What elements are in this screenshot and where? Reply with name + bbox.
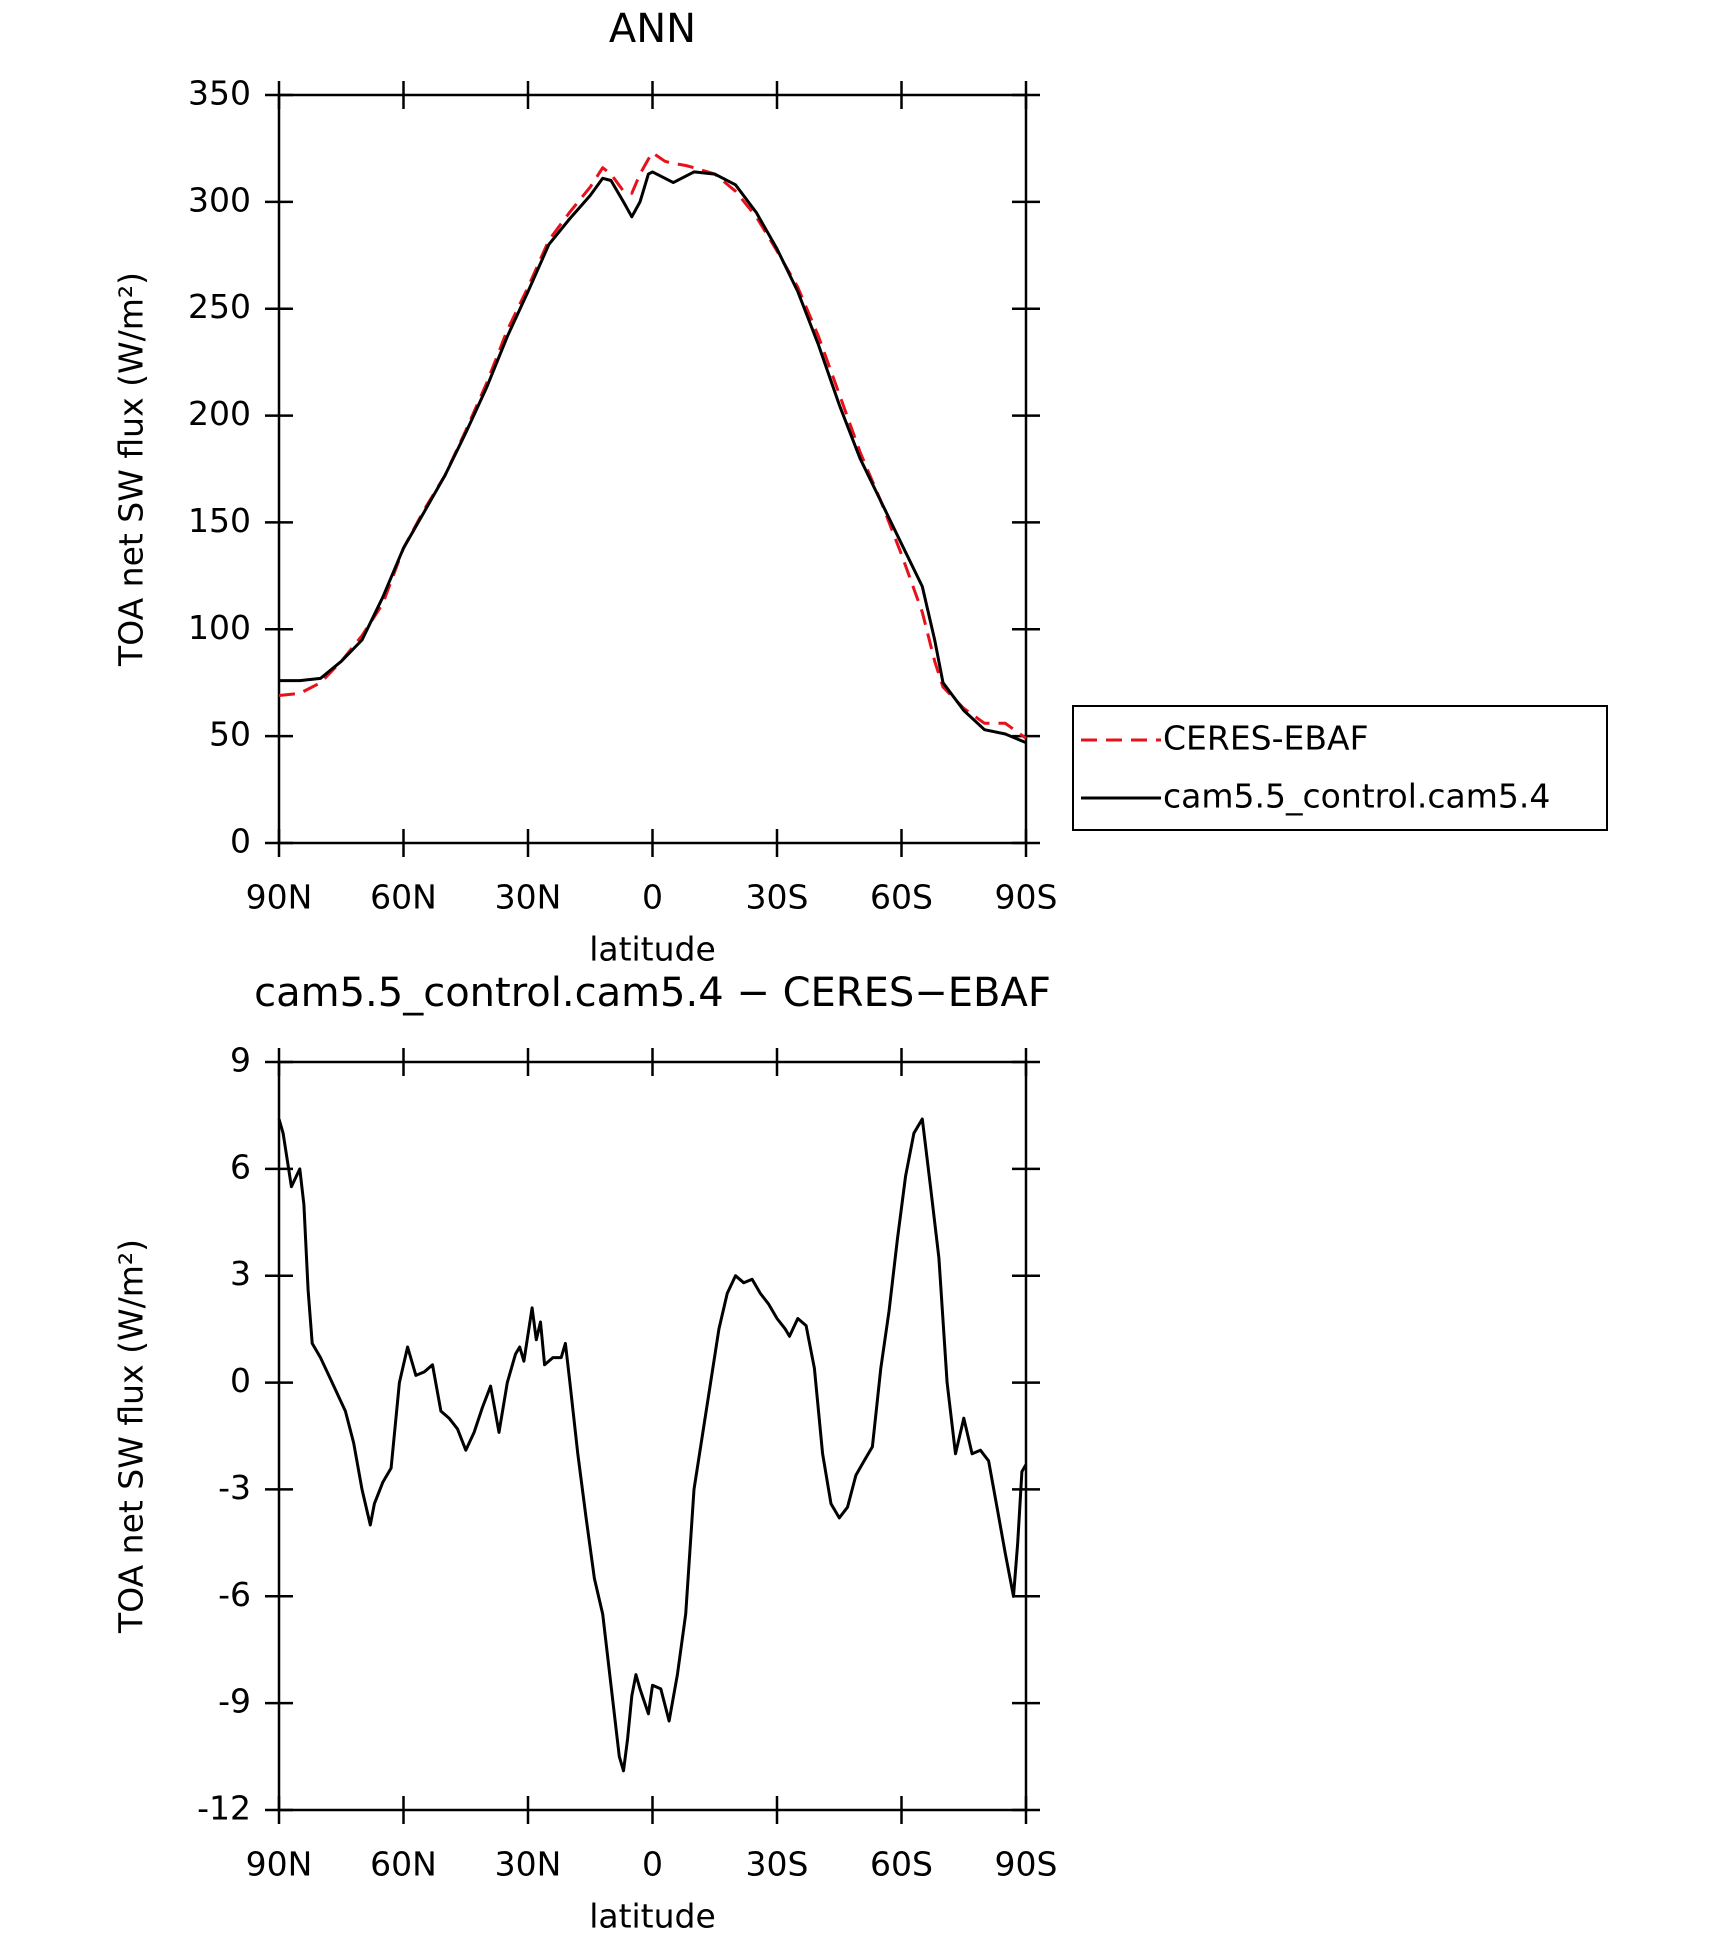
y-axis-label: TOA net SW flux (W/m²) [112,1239,151,1634]
x-tick-label: 30S [746,1845,809,1884]
x-tick-label: 0 [642,878,663,917]
y-tick-label: 50 [209,715,251,754]
x-axis-label: latitude [589,1897,716,1933]
x-axis-label: latitude [589,930,716,969]
legend-box [1072,705,1608,831]
x-tick-label: 90N [246,1845,313,1884]
chart-title: cam5.5_control.cam5.4 − CERES−EBAF [254,970,1051,1016]
data-line [278,151,1027,740]
legend-label: cam5.5_control.cam5.4 [1163,777,1550,816]
y-tick-label: -9 [218,1682,251,1721]
y-tick-label: 200 [188,394,251,433]
y-tick-label: 9 [230,1041,251,1080]
y-tick-label: 300 [188,180,251,219]
data-line [277,1117,1028,1773]
y-tick-label: 150 [188,501,251,540]
x-tick-label: 90S [995,878,1058,917]
x-tick-label: 60N [370,1845,437,1884]
y-axis-label: TOA net SW flux (W/m²) [112,272,151,667]
legend-label: CERES-EBAF [1163,719,1369,758]
y-tick-label: 3 [230,1254,251,1293]
plot-frame [277,1060,1028,1812]
x-tick-label: 30S [746,878,809,917]
y-tick-label: -6 [218,1575,251,1614]
y-tick-label: 0 [230,822,251,861]
y-tick-label: 0 [230,1361,251,1400]
y-tick-label: -12 [197,1789,251,1828]
plot-frame [277,93,1028,845]
y-tick-label: -3 [218,1468,251,1507]
x-tick-label: 0 [642,1845,663,1884]
y-tick-label: 100 [188,608,251,647]
x-tick-label: 60S [870,878,933,917]
data-line [279,170,1027,744]
y-tick-label: 6 [230,1147,251,1186]
x-tick-label: 90N [246,878,313,917]
x-tick-label: 60S [870,1845,933,1884]
chart-title: ANN [609,6,696,52]
x-tick-label: 60N [370,878,437,917]
x-tick-label: 30N [495,878,562,917]
y-tick-label: 250 [188,287,251,326]
x-tick-label: 30N [495,1845,562,1884]
x-tick-label: 90S [995,1845,1058,1884]
y-tick-label: 350 [188,74,251,113]
